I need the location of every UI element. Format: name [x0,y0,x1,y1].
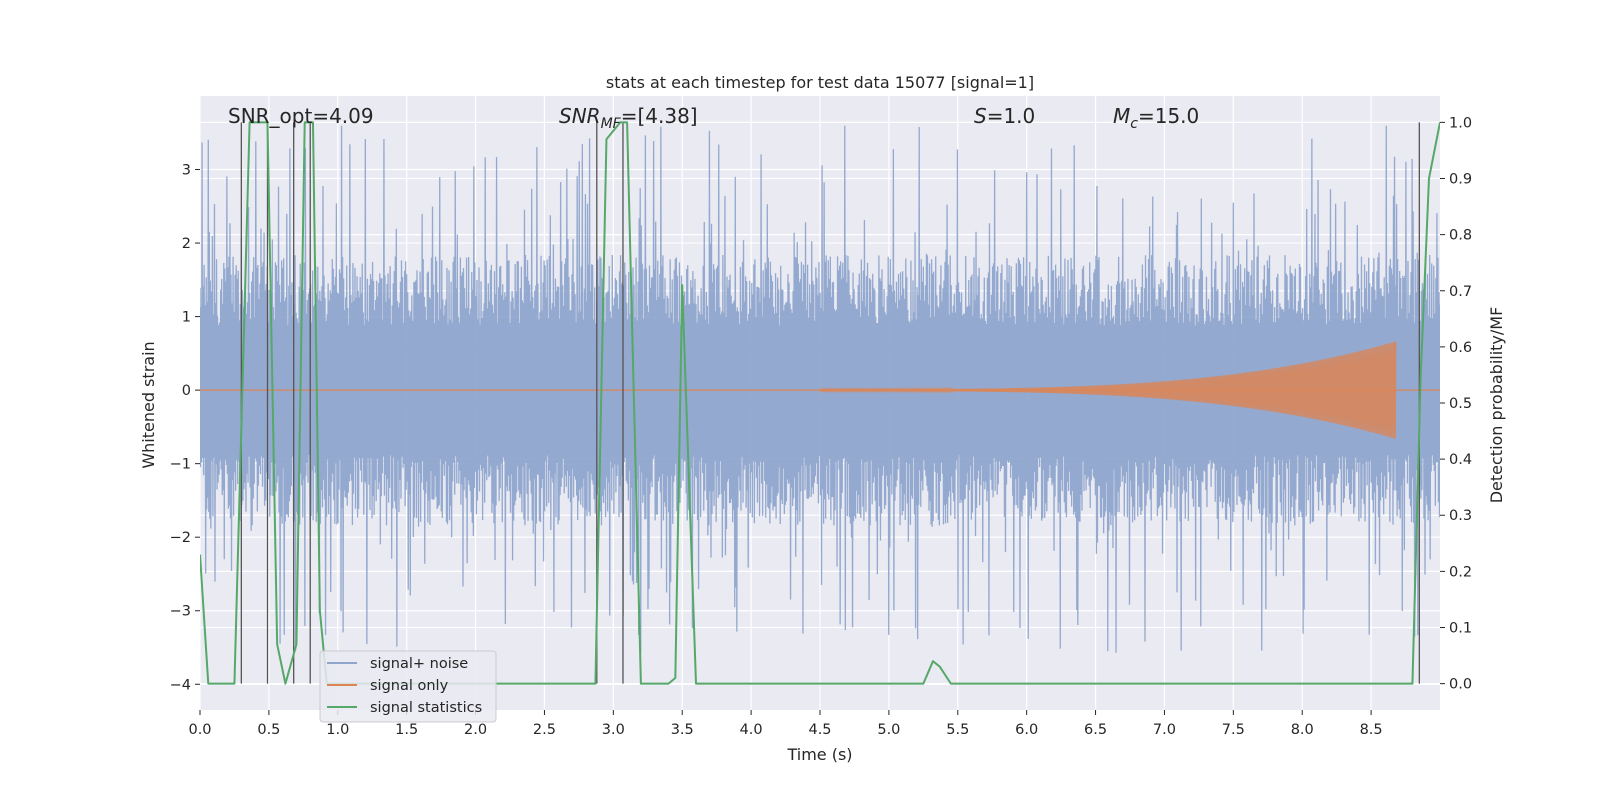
x-tick-label: 7.5 [1222,722,1245,738]
x-tick-label: 2.0 [464,722,487,738]
y-axis-label: Whitened strain [139,341,158,468]
y2-axis-ticks: 1.0 0.9 0.8 0.7 0.6 0.5 0.4 0.3 0.2 0.1 0.0 [1440,115,1472,693]
x-tick-label: 4.5 [808,722,831,738]
y2-tick-label: 0.7 [1449,284,1472,300]
legend-box [319,650,497,723]
chart-title: stats at each timestep for test data 150… [606,73,1034,92]
annotation-s: S=1.0 [974,104,1035,128]
x-tick-label: 4.0 [740,722,763,738]
x-tick-label: 5.0 [877,722,900,738]
annotation-snr-mf: SNRMF=[4.38] [559,104,698,132]
annotation-mc-symbol: M [1113,104,1130,128]
y-tick-label: 1 [182,310,191,326]
x-tick-label: 7.0 [1153,722,1176,738]
y2-tick-label: 0.6 [1449,340,1472,356]
series-signal-only [200,341,1440,439]
x-tick-label: 3.5 [671,722,694,738]
y2-tick-label: 0.3 [1449,508,1472,524]
y2-tick-label: 0.5 [1449,396,1472,412]
y2-tick-label: 0.1 [1449,620,1472,636]
y2-tick-label: 0.4 [1449,452,1472,468]
x-axis-label: Time (s) [786,745,852,764]
x-tick-label: 0.5 [257,722,280,738]
signal-only-chirp [819,341,1397,439]
y2-tick-label: 0.0 [1449,677,1472,693]
annotation-snr-mf-symbol: SNR [559,104,601,128]
signal-statistics-line [200,121,1440,685]
y2-axis-label: Detection probability/MF [1487,307,1506,504]
series-signal-statistics [200,121,1440,685]
annotation-mc-subscript: c [1130,116,1138,132]
annotation-s-symbol: S [974,104,987,128]
series-signal-plus-noise [200,125,1440,653]
y2-tick-label: 0.8 [1449,228,1472,244]
x-tick-label: 3.0 [602,722,625,738]
x-tick-label: 8.5 [1360,722,1383,738]
x-tick-label: 5.5 [946,722,969,738]
legend-label-signal-only: signal only [370,678,449,694]
annotation-snr-opt: SNR_opt=4.09 [228,104,374,128]
annotation-s-value: =1.0 [987,104,1036,128]
x-tick-label: 1.0 [326,722,349,738]
annotation-mc-value: =15.0 [1138,104,1199,128]
y2-tick-label: 0.9 [1449,172,1472,188]
y-tick-label: −1 [170,457,191,473]
y-tick-label: 0 [182,383,191,399]
x-axis-ticks: 0.0 0.5 1.0 1.5 2.0 2.5 3.0 3.5 4.0 4.5 5.0 5.5 6.0 6… [188,710,1383,738]
x-tick-label: 6.5 [1084,722,1107,738]
x-tick-label: 2.5 [533,722,556,738]
annotation-snr-mf-subscript: MF [601,116,622,132]
x-tick-label: 8.0 [1291,722,1314,738]
annotation-mc: Mc=15.0 [1113,104,1199,132]
signal-plus-noise-line [200,125,1440,653]
y-tick-label: 2 [182,236,191,252]
legend: signal+ noise signal only signal statist… [319,650,497,723]
y-axis-ticks: 3 2 1 0 −1 −2 −3 −4 [170,163,200,693]
y2-tick-label: 1.0 [1449,115,1472,131]
legend-label-signal-plus-noise: signal+ noise [370,656,468,672]
y-tick-label: 3 [182,163,191,179]
y-tick-label: −2 [170,530,191,546]
legend-label-signal-statistics: signal statistics [370,700,482,716]
annotation-snr-mf-value: =[4.38] [621,104,698,128]
y2-tick-label: 0.2 [1449,564,1472,580]
x-tick-label: 1.5 [395,722,418,738]
x-tick-label: 6.0 [1015,722,1038,738]
y-tick-label: −4 [170,677,191,693]
y-tick-label: −3 [170,604,191,620]
x-tick-label: 0.0 [188,722,211,738]
